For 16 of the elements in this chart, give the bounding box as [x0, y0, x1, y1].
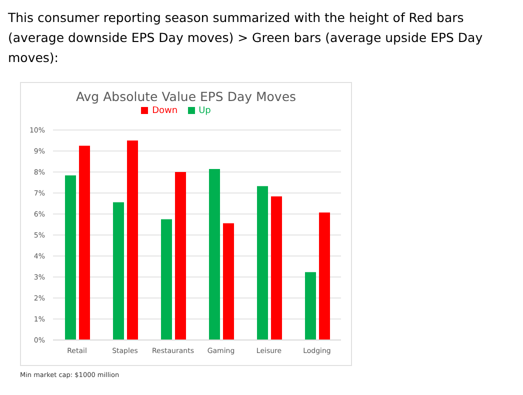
- bar: [305, 272, 316, 340]
- bar: [257, 186, 268, 340]
- bar: [319, 212, 330, 340]
- bar: [113, 202, 124, 340]
- bar: [127, 140, 138, 340]
- legend-label: Up: [198, 106, 211, 116]
- bar: [175, 172, 186, 340]
- legend-label: Down: [152, 106, 178, 116]
- bar: [65, 175, 76, 340]
- chart-title: Avg Absolute Value EPS Day Moves: [74, 89, 298, 104]
- bar: [209, 169, 220, 340]
- text: This consumer reporting season summarized with the height of Red bars (average downside EPS Day moves) > Green bars (average upside EPS Day moves):: [8, 9, 484, 67]
- bar: [223, 223, 234, 340]
- bar: [271, 196, 282, 340]
- bar: [161, 219, 172, 340]
- bar: [79, 146, 90, 340]
